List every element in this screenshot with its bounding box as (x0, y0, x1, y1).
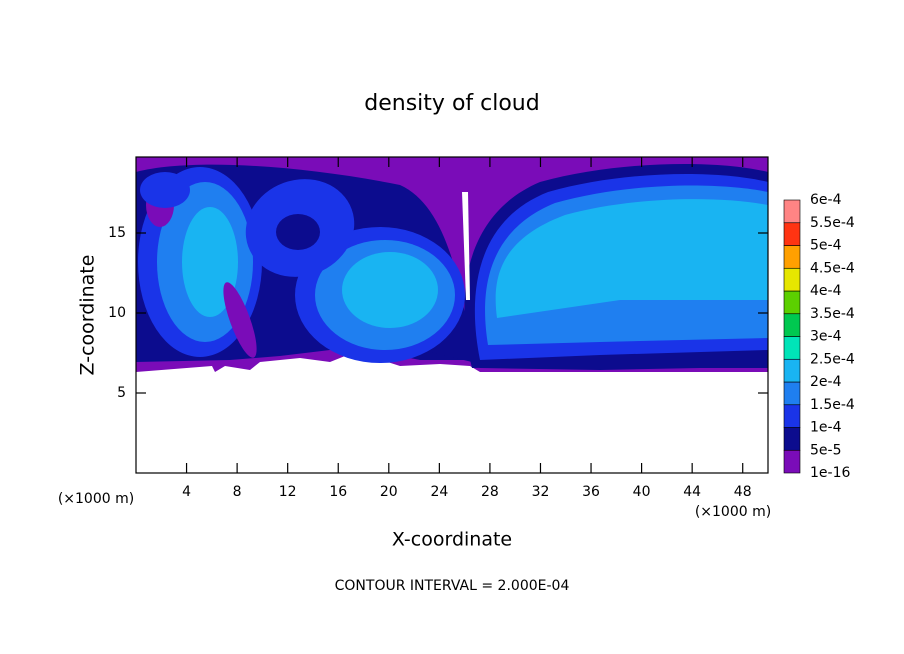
colorbar-band (783, 290, 801, 315)
x-unit: (×1000 m) (58, 491, 134, 507)
contour-note: CONTOUR INTERVAL = 2.000E-04 (335, 578, 570, 594)
colorbar-label: 1e-16 (810, 465, 850, 481)
colorbar-band (783, 245, 801, 269)
x-tick-label: 16 (329, 484, 347, 500)
x-axis-label: X-coordinate (392, 529, 512, 551)
colorbar-label: 3.5e-4 (810, 306, 855, 322)
gap (136, 372, 768, 473)
contour-region (223, 282, 257, 358)
x-tick-label: 24 (430, 484, 448, 500)
y-axis-label: Z-coordinate (77, 255, 99, 376)
colorbar-label: 5e-4 (810, 238, 842, 254)
contour-region (140, 172, 190, 208)
colorbar-band (783, 427, 801, 451)
x-tick-label: 48 (734, 484, 752, 500)
colorbar-label: 4e-4 (810, 283, 842, 299)
colorbar-band (783, 449, 801, 474)
x-tick-label: 28 (481, 484, 499, 500)
colorbar-label: 4.5e-4 (810, 260, 855, 276)
y-tick-label: 5 (117, 385, 126, 401)
plot-frame (135, 156, 769, 474)
colorbar-label: 1e-4 (810, 420, 842, 436)
contour-field (136, 157, 768, 473)
colorbar-label: 2e-4 (810, 374, 842, 390)
x-unit: (×1000 m) (695, 504, 771, 520)
contour-region (495, 199, 768, 318)
colorbar-band (783, 267, 801, 292)
x-tick-label: 40 (633, 484, 651, 500)
colorbar-label: 5e-5 (810, 442, 841, 458)
colorbar-band (783, 336, 801, 360)
colorbar-label: 1.5e-4 (810, 397, 855, 413)
contour-region (342, 252, 438, 328)
contour-region (276, 214, 320, 250)
y-tick-label: 10 (108, 305, 126, 321)
colorbar-label: 2.5e-4 (810, 351, 855, 367)
y-tick-label: 15 (108, 225, 126, 241)
gap (462, 192, 470, 300)
colorbar-label: 6e-4 (810, 192, 842, 208)
colorbar-band (783, 313, 801, 337)
x-tick-label: 8 (233, 484, 242, 500)
x-tick-label: 36 (582, 484, 600, 500)
colorbar-band (783, 199, 801, 224)
colorbar-band (783, 404, 801, 428)
colorbar-label: 5.5e-4 (810, 215, 855, 231)
x-tick-label: 44 (683, 484, 701, 500)
colorbar-label: 3e-4 (810, 329, 842, 345)
colorbar-band (783, 222, 801, 246)
x-tick-label: 32 (532, 484, 550, 500)
colorbar-band (783, 358, 801, 383)
x-tick-label: 4 (182, 484, 191, 500)
colorbar-band (783, 381, 801, 406)
x-tick-label: 20 (380, 484, 398, 500)
x-tick-label: 12 (279, 484, 297, 500)
chart-title: density of cloud (364, 91, 539, 116)
